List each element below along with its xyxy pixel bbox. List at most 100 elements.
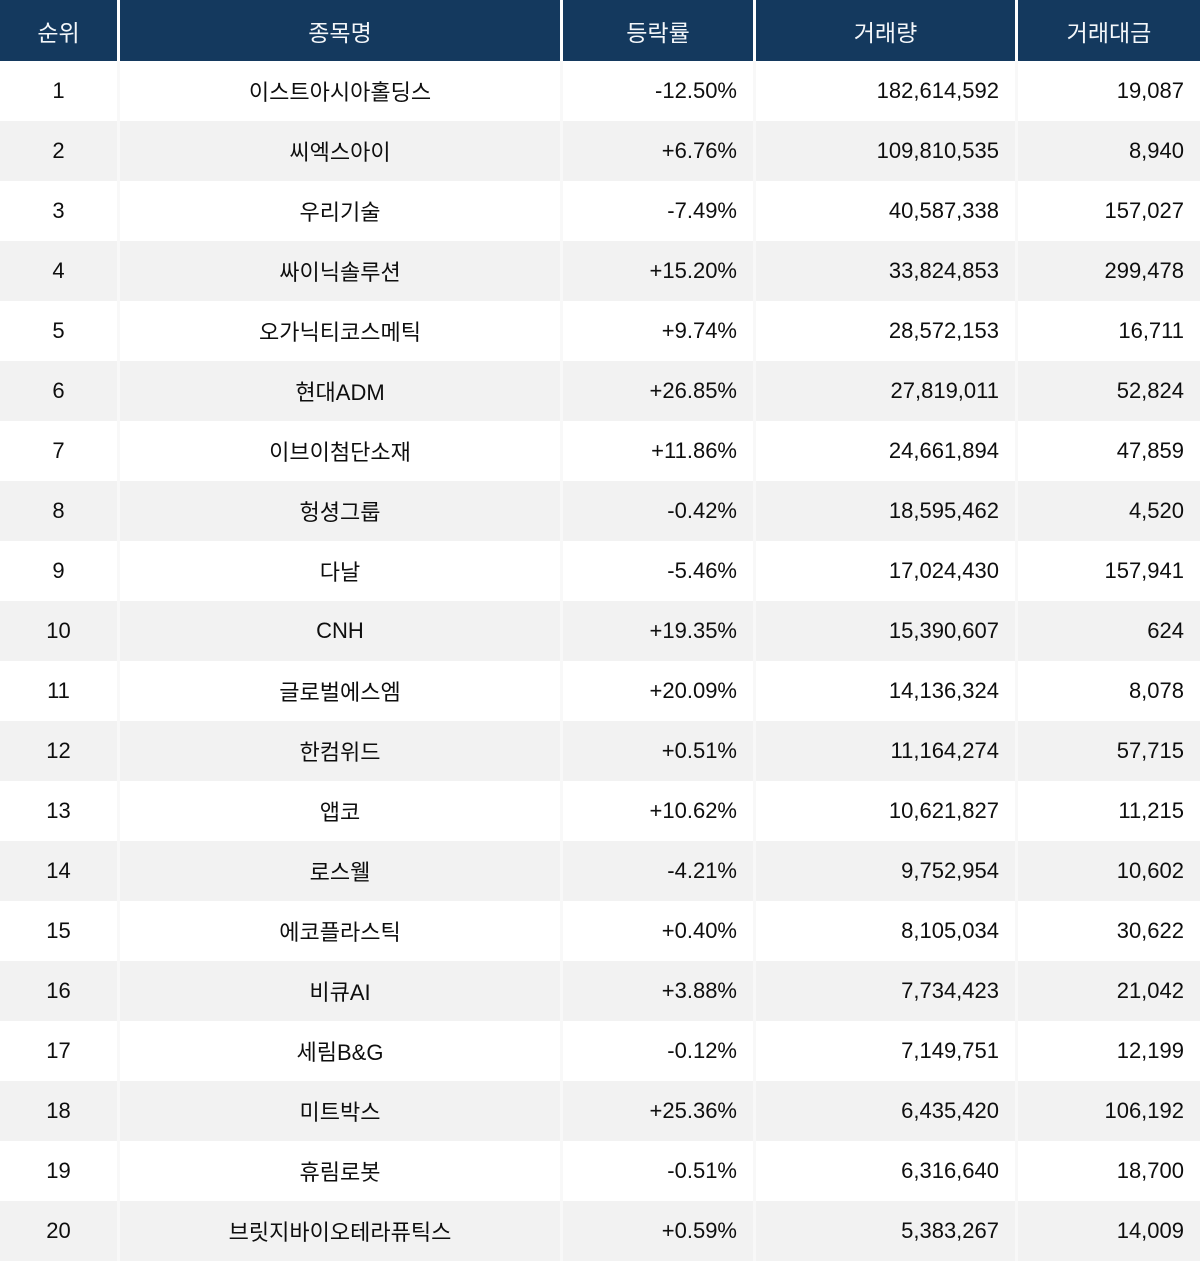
column-header-volume: 거래량 [753,0,1015,61]
volume-cell: 7,734,423 [753,961,1015,1021]
trade-value-cell: 4,520 [1015,481,1200,541]
rank-cell: 3 [0,181,117,241]
rank-cell: 13 [0,781,117,841]
change-rate-cell: -0.12% [560,1021,753,1081]
table-row: 11 글로벌에스엠 +20.09% 14,136,324 8,078 [0,661,1200,721]
volume-cell: 24,661,894 [753,421,1015,481]
change-rate-cell: +19.35% [560,601,753,661]
stock-name-cell: 이스트아시아홀딩스 [117,61,560,121]
change-rate-cell: -4.21% [560,841,753,901]
volume-cell: 40,587,338 [753,181,1015,241]
table-row: 16 비큐AI +3.88% 7,734,423 21,042 [0,961,1200,1021]
trade-value-cell: 8,078 [1015,661,1200,721]
column-header-name: 종목명 [117,0,560,61]
change-rate-cell: +3.88% [560,961,753,1021]
table-row: 17 세림B&G -0.12% 7,149,751 12,199 [0,1021,1200,1081]
stock-name-cell: 앱코 [117,781,560,841]
trade-value-cell: 106,192 [1015,1081,1200,1141]
table-row: 15 에코플라스틱 +0.40% 8,105,034 30,622 [0,901,1200,961]
trade-value-cell: 30,622 [1015,901,1200,961]
rank-cell: 14 [0,841,117,901]
volume-cell: 17,024,430 [753,541,1015,601]
volume-cell: 5,383,267 [753,1201,1015,1261]
rank-cell: 17 [0,1021,117,1081]
table-row: 3 우리기술 -7.49% 40,587,338 157,027 [0,181,1200,241]
table-row: 6 현대ADM +26.85% 27,819,011 52,824 [0,361,1200,421]
change-rate-cell: +0.40% [560,901,753,961]
stock-name-cell: 이브이첨단소재 [117,421,560,481]
table-row: 12 한컴위드 +0.51% 11,164,274 57,715 [0,721,1200,781]
change-rate-cell: +15.20% [560,241,753,301]
trade-value-cell: 8,940 [1015,121,1200,181]
change-rate-cell: -0.51% [560,1141,753,1201]
change-rate-cell: -12.50% [560,61,753,121]
table-row: 2 씨엑스아이 +6.76% 109,810,535 8,940 [0,121,1200,181]
change-rate-cell: +6.76% [560,121,753,181]
volume-cell: 109,810,535 [753,121,1015,181]
table-header-row: 순위 종목명 등락률 거래량 거래대금 [0,0,1200,61]
change-rate-cell: +11.86% [560,421,753,481]
rank-cell: 20 [0,1201,117,1261]
table-row: 18 미트박스 +25.36% 6,435,420 106,192 [0,1081,1200,1141]
trade-value-cell: 12,199 [1015,1021,1200,1081]
change-rate-cell: +0.51% [560,721,753,781]
change-rate-cell: -0.42% [560,481,753,541]
stock-name-cell: 휴림로봇 [117,1141,560,1201]
rank-cell: 2 [0,121,117,181]
rank-cell: 7 [0,421,117,481]
rank-cell: 19 [0,1141,117,1201]
trade-value-cell: 21,042 [1015,961,1200,1021]
stock-name-cell: 세림B&G [117,1021,560,1081]
stock-name-cell: CNH [117,601,560,661]
rank-cell: 1 [0,61,117,121]
volume-cell: 6,435,420 [753,1081,1015,1141]
table-row: 7 이브이첨단소재 +11.86% 24,661,894 47,859 [0,421,1200,481]
volume-cell: 27,819,011 [753,361,1015,421]
column-header-value: 거래대금 [1015,0,1200,61]
table-row: 14 로스웰 -4.21% 9,752,954 10,602 [0,841,1200,901]
volume-cell: 28,572,153 [753,301,1015,361]
rank-cell: 10 [0,601,117,661]
change-rate-cell: +26.85% [560,361,753,421]
table-row: 13 앱코 +10.62% 10,621,827 11,215 [0,781,1200,841]
rank-cell: 11 [0,661,117,721]
trade-value-cell: 52,824 [1015,361,1200,421]
stock-name-cell: 우리기술 [117,181,560,241]
trade-value-cell: 18,700 [1015,1141,1200,1201]
stock-name-cell: 다날 [117,541,560,601]
table-row: 19 휴림로봇 -0.51% 6,316,640 18,700 [0,1141,1200,1201]
trade-value-cell: 19,087 [1015,61,1200,121]
table-row: 10 CNH +19.35% 15,390,607 624 [0,601,1200,661]
rank-cell: 9 [0,541,117,601]
volume-cell: 14,136,324 [753,661,1015,721]
change-rate-cell: -5.46% [560,541,753,601]
trade-value-cell: 624 [1015,601,1200,661]
rank-cell: 15 [0,901,117,961]
table-row: 20 브릿지바이오테라퓨틱스 +0.59% 5,383,267 14,009 [0,1201,1200,1261]
change-rate-cell: +20.09% [560,661,753,721]
volume-cell: 11,164,274 [753,721,1015,781]
stock-name-cell: 씨엑스아이 [117,121,560,181]
volume-cell: 15,390,607 [753,601,1015,661]
table-row: 4 싸이닉솔루션 +15.20% 33,824,853 299,478 [0,241,1200,301]
volume-cell: 7,149,751 [753,1021,1015,1081]
stock-name-cell: 한컴위드 [117,721,560,781]
trade-value-cell: 16,711 [1015,301,1200,361]
stock-name-cell: 비큐AI [117,961,560,1021]
volume-cell: 9,752,954 [753,841,1015,901]
trade-value-cell: 10,602 [1015,841,1200,901]
stock-name-cell: 오가닉티코스메틱 [117,301,560,361]
rank-cell: 4 [0,241,117,301]
trade-value-cell: 157,941 [1015,541,1200,601]
change-rate-cell: +9.74% [560,301,753,361]
stock-name-cell: 로스웰 [117,841,560,901]
table-row: 5 오가닉티코스메틱 +9.74% 28,572,153 16,711 [0,301,1200,361]
stock-name-cell: 헝셩그룹 [117,481,560,541]
volume-cell: 6,316,640 [753,1141,1015,1201]
trade-value-cell: 11,215 [1015,781,1200,841]
stock-name-cell: 브릿지바이오테라퓨틱스 [117,1201,560,1261]
volume-cell: 18,595,462 [753,481,1015,541]
change-rate-cell: +25.36% [560,1081,753,1141]
rank-cell: 8 [0,481,117,541]
